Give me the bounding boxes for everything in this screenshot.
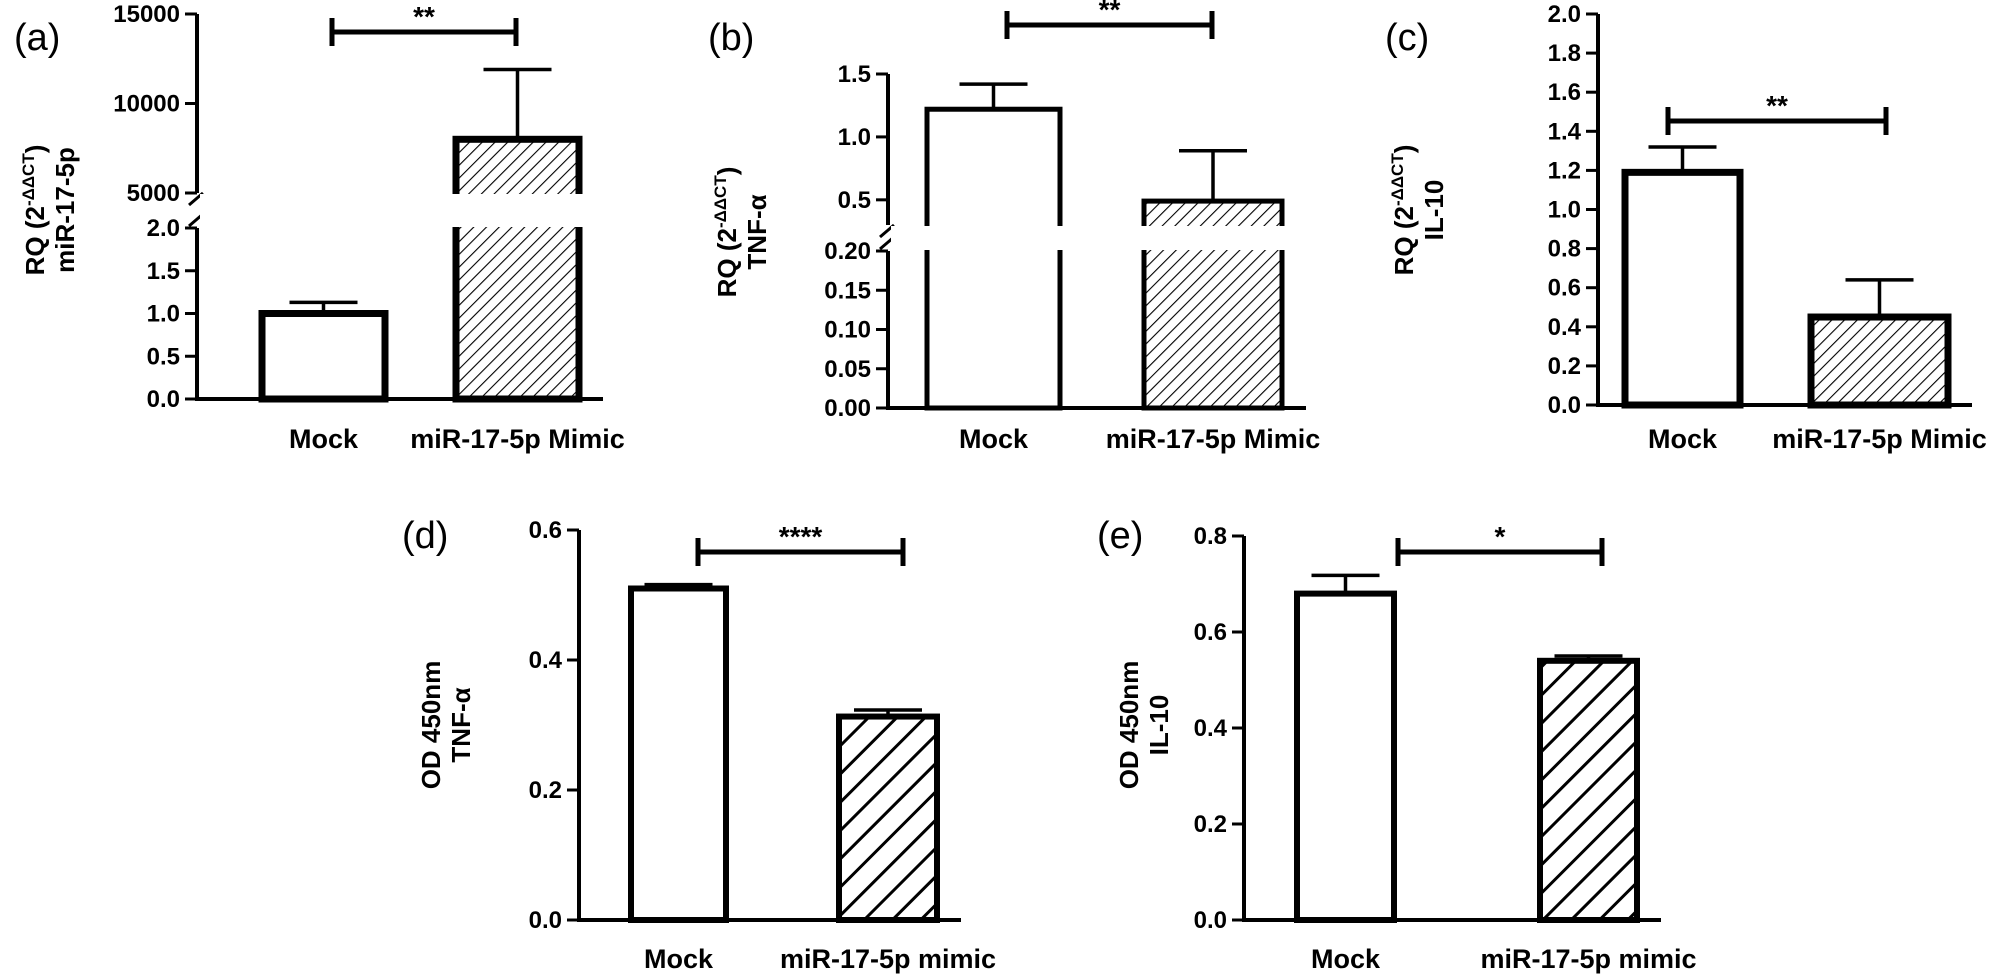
significance-stars: ** (1766, 90, 1788, 121)
panel-label: (a) (14, 17, 60, 59)
chart-panel-a: (a) 0.0 0.5 1.0 1.5 2.0 5000 10000 15000 Mock miR-… (14, 1, 625, 454)
y-tick-label: 0.15 (824, 277, 871, 304)
y-axis-label-superscript: -ΔΔCT (19, 153, 38, 206)
bar-mock (1294, 590, 1397, 923)
y-tick-label: 0.00 (824, 395, 871, 422)
y-tick-label: 2.0 (1548, 1, 1581, 28)
bar-mimic (1537, 657, 1640, 923)
y-axis-label-close: ) (712, 167, 742, 176)
y-tick-label: 1.6 (1548, 79, 1581, 106)
y-axis-label: OD 450nm TNF-α (416, 661, 476, 790)
significance-stars: ** (413, 1, 435, 32)
y-tick-label: 1.0 (147, 301, 180, 328)
chart-panel-e: (e) 0.0 0.2 0.4 0.6 0.8 Mock miR-17-5p mimic * OD… (1097, 515, 1697, 974)
y-axis-label: RQ (2-ΔΔCT)IL-10 (1388, 145, 1449, 276)
bar-mock (1621, 168, 1744, 409)
bar-mimic (836, 713, 940, 923)
y-tick-label: 0.4 (1548, 314, 1582, 341)
y-tick-label: 1.8 (1548, 40, 1581, 67)
panel-label: (d) (402, 515, 448, 557)
y-tick-label: 0.6 (1194, 619, 1227, 646)
y-axis-label-line2: TNF-α (742, 194, 772, 269)
significance-stars: ** (1099, 0, 1121, 25)
y-axis-label-line2: IL-10 (1144, 695, 1174, 756)
y-axis-label-text: RQ (2 (1389, 206, 1419, 275)
y-axis-label-line1: RQ (2-ΔΔCT) (711, 167, 742, 298)
x-category-label: miR-17-5p mimic (780, 944, 996, 974)
y-tick-label: 10000 (113, 91, 180, 118)
y-axis-label-line1: RQ (2-ΔΔCT) (19, 145, 50, 276)
y-tick-label: 0.0 (1194, 907, 1227, 934)
panel-label: (b) (708, 17, 754, 59)
x-category-label: Mock (1648, 424, 1718, 454)
y-axis-label-text: RQ (2 (20, 206, 50, 275)
y-axis-label-line2: IL-10 (1419, 180, 1449, 241)
y-tick-label: 0.2 (1194, 811, 1227, 838)
x-category-label: miR-17-5p mimic (1480, 944, 1696, 974)
axis-break-gap (891, 226, 1309, 250)
x-category-label: Mock (1311, 944, 1381, 974)
y-tick-label: 0.2 (529, 777, 562, 804)
y-axis-label: OD 450nm IL-10 (1114, 661, 1174, 790)
y-axis-label-line1: OD 450nm (416, 661, 446, 790)
y-axis-label-line2: TNF-α (446, 687, 476, 762)
y-tick-label: 0.6 (529, 517, 562, 544)
chart-panel-c: (c) 0.0 0.2 0.4 0.6 0.8 1.0 1.2 1.4 1.6 1.8 2.0 Mock… (1385, 1, 1987, 454)
y-axis-label-close: ) (1389, 145, 1419, 154)
y-tick-label: 0.6 (1548, 275, 1581, 302)
y-axis-label-close: ) (20, 145, 50, 154)
y-tick-label: 5000 (127, 180, 180, 207)
bar-mock (258, 310, 389, 403)
y-tick-label: 0.8 (1194, 523, 1227, 550)
significance-stars: * (1495, 521, 1506, 552)
x-category-label: Mock (289, 424, 359, 454)
bar-mock (628, 585, 729, 923)
chart-panel-d: (d) 0.0 0.2 0.4 0.6 Mock miR-17-5p mimic **** OD… (402, 515, 996, 974)
y-tick-label: 0.05 (824, 356, 871, 383)
y-tick-label: 0.4 (1194, 715, 1228, 742)
bar-mock (924, 106, 1063, 411)
y-tick-label: 1.2 (1548, 157, 1581, 184)
y-tick-label: 1.5 (147, 258, 180, 285)
y-axis-label: RQ (2-ΔΔCT) miR-17-5p (19, 145, 80, 276)
x-category-label: Mock (644, 944, 714, 974)
chart-panel-b: (b) 0.00 0.05 0.10 0.15 0.20 0.5 1.0 1.5 Mock miR-… (708, 0, 1320, 454)
significance-stars: **** (779, 521, 823, 552)
y-tick-label: 1.4 (1548, 118, 1582, 145)
y-tick-label: 0.0 (529, 907, 562, 934)
x-category-label: miR-17-5p Mimic (410, 424, 625, 454)
panel-label: (e) (1097, 515, 1143, 557)
y-tick-label: 0.4 (529, 647, 563, 674)
y-axis-label-superscript: -ΔΔCT (711, 175, 730, 228)
axis-break-gap (200, 194, 606, 227)
x-category-label: miR-17-5p Mimic (1106, 424, 1321, 454)
y-tick-label: 1.0 (1548, 197, 1581, 224)
y-axis-label-text: RQ (2 (712, 228, 742, 297)
x-category-label: Mock (959, 424, 1029, 454)
panel-label: (c) (1385, 17, 1429, 59)
y-tick-label: 0.2 (1548, 353, 1581, 380)
y-axis-label: RQ (2-ΔΔCT)TNF-α (711, 167, 772, 298)
y-tick-label: 0.5 (838, 187, 871, 214)
x-category-label: miR-17-5p Mimic (1772, 424, 1987, 454)
bar-mimic (452, 135, 583, 403)
y-axis-label-line1: OD 450nm (1114, 661, 1144, 790)
y-tick-label: 0.8 (1548, 236, 1581, 263)
y-axis-label-line1: RQ (2-ΔΔCT) (1388, 145, 1419, 276)
y-tick-label: 0.5 (147, 343, 180, 370)
y-tick-label: 2.0 (147, 215, 180, 242)
y-tick-label: 15000 (113, 1, 180, 28)
y-axis-label-line2: miR-17-5p (50, 147, 80, 273)
y-tick-label: 1.0 (838, 124, 871, 151)
y-tick-label: 1.5 (838, 61, 871, 88)
y-axis-label-superscript: -ΔΔCT (1388, 153, 1407, 206)
bar-mimic (1807, 313, 1952, 409)
y-tick-label: 0.0 (147, 386, 180, 413)
y-tick-label: 0.0 (1548, 392, 1581, 419)
y-tick-label: 0.10 (824, 317, 871, 344)
y-tick-label: 0.20 (824, 238, 871, 265)
